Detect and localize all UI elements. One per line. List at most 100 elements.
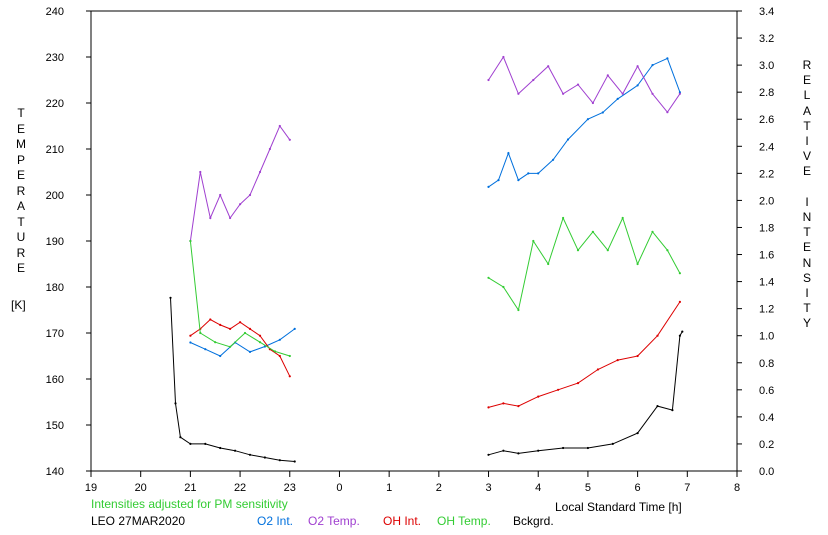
data-point-4-5 bbox=[219, 446, 222, 450]
data-point-4-13 bbox=[517, 452, 520, 455]
y-left-tick-label: 230 bbox=[46, 52, 64, 64]
y-left-tick-label: 140 bbox=[46, 466, 64, 478]
data-point-2-11 bbox=[487, 406, 490, 409]
x-tick-label: 5 bbox=[585, 482, 591, 494]
y-right-label-char: I bbox=[805, 134, 809, 149]
y-right-label-char: T bbox=[803, 118, 811, 133]
y-right-tick-label: 0.6 bbox=[759, 385, 774, 397]
y-left-tick-label: 190 bbox=[46, 236, 64, 248]
data-point-2-19 bbox=[636, 354, 639, 358]
data-point-0-12 bbox=[527, 172, 530, 175]
data-point-1-1 bbox=[199, 170, 202, 174]
data-point-3-6 bbox=[273, 350, 276, 353]
y-right-tick-label: 3.4 bbox=[759, 6, 774, 18]
x-tick-label: 1 bbox=[386, 482, 392, 494]
legend-item-0: O2 Int. bbox=[257, 514, 294, 528]
data-point-2-20 bbox=[656, 334, 659, 337]
series-layer bbox=[169, 55, 684, 463]
y-left-label-char: E bbox=[16, 121, 25, 136]
data-point-1-23 bbox=[666, 111, 669, 114]
data-point-1-13 bbox=[517, 92, 520, 95]
y-left-tick-label: 160 bbox=[46, 374, 64, 386]
data-point-3-8 bbox=[487, 276, 490, 279]
x-tick-label: 0 bbox=[336, 482, 342, 494]
y-right-tick-label: 1.6 bbox=[759, 250, 774, 262]
plot-frame bbox=[90, 10, 738, 472]
x-tick-label: 3 bbox=[485, 482, 491, 494]
x-tick-label: 22 bbox=[234, 482, 246, 494]
data-point-3-15 bbox=[591, 230, 595, 233]
y-left-label-char: P bbox=[16, 152, 25, 167]
y-right-tick-label: 2.2 bbox=[759, 168, 774, 180]
y-right-tick-label: 2.6 bbox=[759, 114, 774, 126]
data-point-4-20 bbox=[671, 409, 674, 412]
y-left-label-char: T bbox=[17, 106, 25, 120]
y-left-label-char: U bbox=[16, 230, 26, 244]
data-point-2-12 bbox=[502, 402, 505, 405]
data-point-1-7 bbox=[258, 170, 262, 174]
data-point-3-19 bbox=[651, 230, 654, 233]
annotation: Intensities adjusted for PM sensitivity bbox=[91, 497, 288, 511]
x-tick-label: 21 bbox=[184, 482, 196, 494]
data-point-3-20 bbox=[666, 249, 669, 252]
data-point-4-7 bbox=[248, 453, 252, 456]
y-right-tick-label: 2.0 bbox=[759, 195, 774, 207]
legend-item-4: Bckgrd. bbox=[513, 514, 554, 528]
data-point-3-21 bbox=[678, 272, 682, 275]
y-right-label-char bbox=[800, 180, 814, 195]
y-right-label-char: N bbox=[802, 255, 812, 270]
y-right-label-char: T bbox=[803, 301, 811, 316]
y-right-label-char: T bbox=[803, 225, 811, 240]
y-left-label-char: E bbox=[16, 168, 25, 182]
series-line-3 bbox=[189, 216, 681, 357]
data-point-1-12 bbox=[502, 55, 505, 59]
data-point-4-12 bbox=[502, 449, 505, 452]
data-point-1-10 bbox=[288, 138, 291, 141]
data-point-4-22 bbox=[681, 330, 684, 333]
data-point-4-21 bbox=[678, 334, 682, 337]
data-point-1-2 bbox=[209, 216, 212, 220]
y-right-tick-label: 0.2 bbox=[759, 439, 774, 451]
data-point-1-5 bbox=[239, 203, 242, 206]
data-point-0-16 bbox=[586, 118, 590, 121]
data-point-2-2 bbox=[209, 318, 212, 321]
data-point-2-5 bbox=[239, 321, 242, 324]
series-line-2 bbox=[190, 301, 681, 408]
y-right-tick-label: 1.0 bbox=[759, 331, 774, 343]
data-point-0-1 bbox=[204, 348, 207, 351]
data-point-4-17 bbox=[611, 442, 614, 445]
x-axis-label: Local Standard Time [h] bbox=[555, 500, 682, 514]
y-left-label-char: A bbox=[16, 199, 25, 213]
legend-item-3: OH Temp. bbox=[437, 514, 491, 528]
x-tick-label: 7 bbox=[684, 482, 690, 494]
data-point-3-2 bbox=[214, 341, 217, 344]
axis-layer: 1401501601701801902002102202302400.00.20… bbox=[46, 6, 775, 494]
data-point-1-9 bbox=[278, 124, 281, 128]
y-left-tick-label: 200 bbox=[46, 190, 64, 202]
data-point-4-8 bbox=[263, 456, 266, 459]
data-point-2-21 bbox=[678, 300, 682, 303]
x-tick-label: 19 bbox=[85, 482, 97, 494]
y-left-label-char: T bbox=[17, 214, 25, 229]
data-point-4-10 bbox=[293, 460, 296, 463]
data-point-2-14 bbox=[537, 395, 540, 398]
data-point-0-9 bbox=[497, 179, 500, 182]
data-point-0-11 bbox=[517, 179, 520, 182]
data-point-4-3 bbox=[189, 442, 192, 445]
data-point-3-0 bbox=[189, 239, 192, 243]
y-right-label-char: S bbox=[802, 270, 811, 285]
x-tick-label: 2 bbox=[436, 482, 442, 494]
data-point-4-6 bbox=[234, 449, 237, 452]
data-point-0-8 bbox=[487, 185, 490, 188]
y-left-tick-label: 240 bbox=[46, 6, 64, 18]
data-point-4-0 bbox=[169, 296, 172, 299]
x-tick-label: 4 bbox=[535, 482, 541, 494]
data-point-2-7 bbox=[258, 334, 262, 337]
series-line-4 bbox=[170, 297, 683, 462]
data-point-0-15 bbox=[566, 138, 570, 141]
series-line-0 bbox=[190, 57, 681, 357]
x-tick-label: 23 bbox=[284, 482, 296, 494]
data-point-4-2 bbox=[179, 436, 182, 439]
